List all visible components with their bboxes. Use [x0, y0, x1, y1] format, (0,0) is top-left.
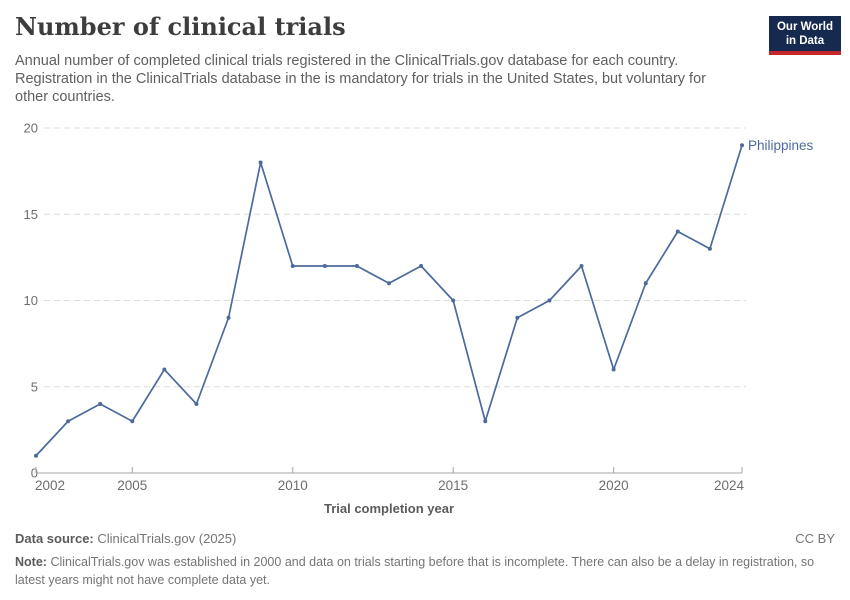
owid-logo[interactable]: Our World in Data [768, 16, 841, 56]
data-point[interactable] [643, 281, 648, 286]
x-tick-label: 2002 [35, 478, 65, 493]
data-point[interactable] [290, 264, 295, 268]
data-point[interactable] [98, 402, 103, 406]
chart-subtitle: Annual number of completed clinical tria… [15, 52, 706, 106]
data-point[interactable] [226, 315, 231, 320]
chart-header: Number of clinical trials Annual number … [15, 13, 755, 106]
series-label[interactable]: Philippines [748, 138, 814, 153]
data-source-value[interactable]: ClinicalTrials.gov (2025) [97, 531, 237, 546]
data-source-label: Data source: [15, 531, 94, 546]
data-point[interactable] [194, 402, 199, 406]
data-point[interactable] [130, 419, 135, 424]
data-point[interactable] [66, 419, 71, 424]
data-point[interactable] [322, 264, 327, 268]
chart-footer: Data source: ClinicalTrials.gov (2025) C… [15, 531, 835, 589]
x-tick-label: 2010 [278, 478, 308, 493]
x-tick-label: 2024 [714, 478, 745, 493]
x-tick-label: 2020 [599, 478, 629, 493]
data-point[interactable] [547, 298, 552, 303]
data-point[interactable] [515, 315, 520, 320]
data-point[interactable] [611, 367, 616, 372]
data-source: Data source: ClinicalTrials.gov (2025) [15, 531, 236, 546]
data-point[interactable] [34, 453, 38, 458]
owid-logo-line2: in Data [785, 35, 825, 48]
data-point[interactable] [483, 419, 488, 424]
y-tick-label: 10 [24, 293, 38, 308]
license-badge[interactable]: CC BY [795, 531, 835, 546]
chart-note: Note: ClinicalTrials.gov was established… [15, 553, 835, 589]
note-label: Note: [15, 555, 47, 569]
note-text: ClinicalTrials.gov was established in 20… [15, 555, 815, 588]
data-point[interactable] [579, 264, 584, 268]
page-title: Number of clinical trials [15, 12, 346, 41]
y-tick-label: 20 [24, 121, 38, 136]
y-tick-label: 0 [31, 466, 38, 481]
data-point[interactable] [258, 160, 263, 165]
data-point[interactable] [354, 264, 359, 268]
x-tick-label: 2015 [438, 478, 468, 493]
x-axis-title: Trial completion year [324, 501, 454, 516]
data-point[interactable] [419, 264, 424, 268]
y-tick-label: 5 [31, 379, 38, 394]
data-point[interactable] [707, 246, 712, 251]
x-tick-label: 2005 [117, 478, 147, 493]
data-point[interactable] [162, 367, 167, 372]
data-point[interactable] [675, 229, 680, 234]
y-tick-label: 15 [24, 207, 38, 222]
data-point[interactable] [387, 281, 391, 286]
owid-logo-line1: Our World [776, 21, 833, 33]
data-point[interactable] [451, 298, 456, 303]
data-point[interactable] [740, 143, 744, 148]
